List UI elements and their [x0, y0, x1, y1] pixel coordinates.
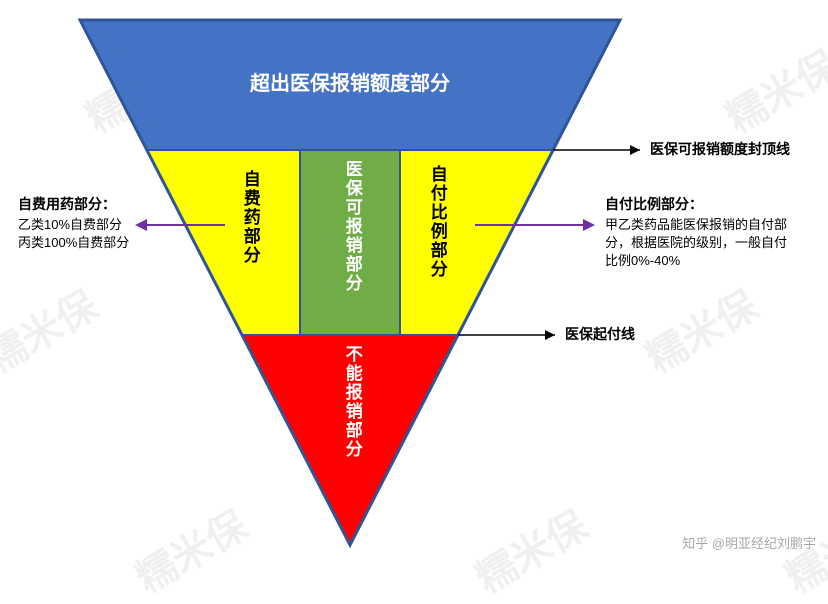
diagram-canvas: 糯米保 糯米保 糯米保 糯米保 糯米保 糯米保 糯米保 糯米保 糯米保 超出医保… — [0, 0, 828, 560]
label-mid-right: 自付比例部分 — [425, 165, 449, 279]
annot-right-line2: 比例0%-40% — [605, 252, 680, 270]
label-mid-left: 自费药部分 — [238, 170, 262, 265]
divider-upper-arrowhead — [630, 145, 640, 155]
divider-lower-label: 医保起付线 — [565, 325, 635, 345]
label-bottom: 不能报销部分 — [340, 345, 364, 459]
divider-upper-label: 医保可报销额度封顶线 — [650, 140, 790, 160]
section-mid-left — [147, 150, 300, 335]
annot-left-line1: 丙类100%自费部分 — [18, 234, 129, 252]
annot-right-title: 自付比例部分： — [605, 195, 703, 215]
label-top: 超出医保报销额度部分 — [180, 70, 520, 98]
annot-left-title: 自费用药部分： — [18, 195, 116, 215]
arrow-right-head — [583, 219, 595, 231]
annot-right-line1: 分，根据医院的级别，一般自付 — [605, 234, 787, 252]
annot-right-line0: 甲乙类药品能医保报销的自付部 — [605, 216, 787, 234]
annot-left-line0: 乙类10%自费部分 — [18, 216, 122, 234]
arrow-left-head — [135, 219, 147, 231]
attribution: 知乎 @明亚经纪刘鹏宇 — [682, 533, 816, 552]
label-mid-center: 医保可报销部分 — [340, 160, 364, 293]
section-mid-right — [400, 150, 553, 335]
divider-lower-arrowhead — [545, 330, 555, 340]
